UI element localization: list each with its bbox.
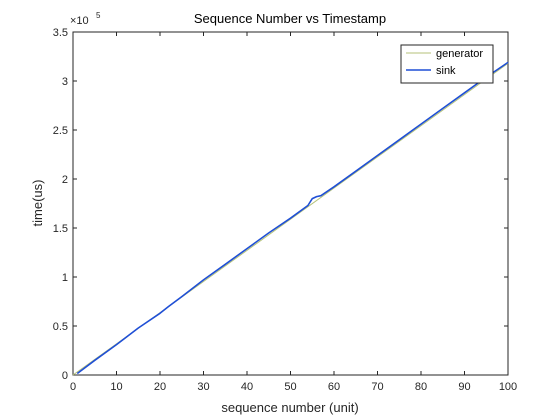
x-tick-label: 80 xyxy=(415,381,427,393)
x-tick-label: 50 xyxy=(284,381,296,393)
y-tick-label: 1.5 xyxy=(53,223,68,235)
legend-label-sink: sink xyxy=(436,65,456,77)
plot-area: 0 10 20 30 40 50 60 70 80 90 100 0 0.5 1 1.5 2 2.5 3 3.5 xyxy=(53,27,517,393)
x-tick-label: 70 xyxy=(371,381,383,393)
y-tick-label: 3 xyxy=(62,76,68,88)
x-tick-label: 30 xyxy=(197,381,209,393)
x-axis-label: sequence number (unit) xyxy=(221,400,358,415)
y-axis-exponent: ×10 5 xyxy=(70,11,101,27)
y-axis-exponent-base: ×10 xyxy=(70,15,89,27)
y-axis-label: time(us) xyxy=(30,180,45,227)
x-tick-label: 10 xyxy=(110,381,122,393)
y-axis-exponent-power: 5 xyxy=(96,11,101,20)
y-tick-label: 2.5 xyxy=(53,125,68,137)
axes-box xyxy=(72,31,509,376)
x-tick-label: 60 xyxy=(328,381,340,393)
x-tick-label: 20 xyxy=(154,381,166,393)
legend-box xyxy=(400,44,494,84)
y-tick-label: 3.5 xyxy=(53,27,68,39)
y-tick-label: 0 xyxy=(62,370,68,382)
legend: generator sink xyxy=(400,44,494,84)
chart-title: Sequence Number vs Timestamp xyxy=(194,11,386,26)
x-tick-label: 40 xyxy=(241,381,253,393)
x-tick-label: 90 xyxy=(458,381,470,393)
x-tick-label: 100 xyxy=(499,381,517,393)
y-tick-label: 2 xyxy=(62,174,68,186)
y-tick-label: 1 xyxy=(62,272,68,284)
series-line-sink xyxy=(76,61,509,375)
legend-label-generator: generator xyxy=(436,48,483,60)
x-tick-label: 0 xyxy=(70,381,76,393)
y-tick-label: 0.5 xyxy=(53,321,68,333)
